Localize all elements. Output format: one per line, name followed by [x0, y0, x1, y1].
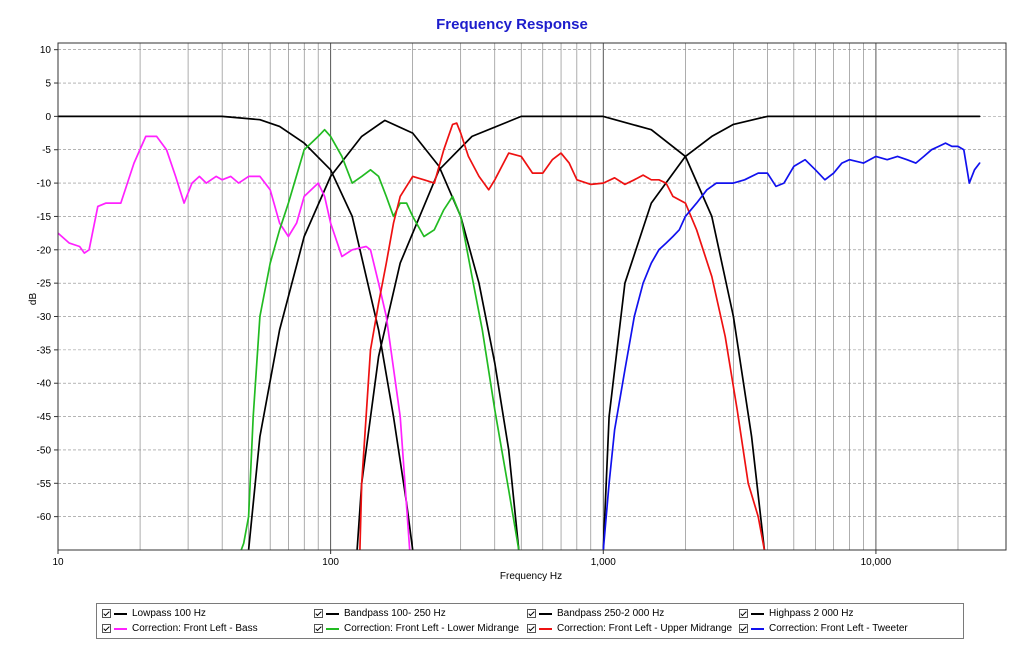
series-line-0: [58, 115, 414, 550]
y-tick-label: -60: [37, 512, 52, 523]
legend-label: Correction: Front Left - Lower Midrange: [344, 623, 520, 634]
y-tick-label: 0: [45, 112, 51, 123]
checkbox-icon[interactable]: [739, 624, 748, 633]
y-tick-label: -25: [37, 279, 52, 290]
legend: Lowpass 100 Hz Bandpass 100- 250 Hz Band…: [96, 603, 964, 639]
y-tick-label: -45: [37, 412, 52, 423]
frequency-response-chart: 10 5 0 -5 -10 -15 -20 -25 -30 -35 -40 -45 -50 -55 -60 1…: [28, 42, 1007, 582]
legend-item-correction-bass[interactable]: Correction: Front Left - Bass: [102, 621, 258, 636]
series-line-3: [602, 115, 981, 550]
y-tick-label: -50: [37, 445, 52, 456]
grid-lines: [57, 43, 1007, 550]
line-swatch: [114, 627, 127, 630]
legend-label: Correction: Front Left - Bass: [132, 623, 258, 634]
series-line-4: [58, 135, 411, 550]
line-swatch: [751, 612, 764, 615]
legend-item-highpass[interactable]: Highpass 2 000 Hz: [739, 606, 854, 621]
legend-label: Highpass 2 000 Hz: [769, 608, 854, 619]
checkbox-icon[interactable]: [102, 624, 111, 633]
y-tick-label: -5: [42, 145, 51, 156]
legend-label: Bandpass 100- 250 Hz: [344, 608, 446, 619]
x-tick-label: 100: [322, 557, 339, 568]
y-axis-label: dB: [28, 293, 39, 306]
series-line-1: [247, 119, 520, 550]
line-swatch: [539, 627, 552, 630]
y-tick-label: -10: [37, 179, 52, 190]
legend-label: Correction: Front Left - Tweeter: [769, 623, 908, 634]
legend-label: Bandpass 250-2 000 Hz: [557, 608, 665, 619]
y-tick-label: -55: [37, 479, 52, 490]
checkbox-icon[interactable]: [102, 609, 111, 618]
checkbox-icon[interactable]: [314, 609, 323, 618]
x-tick-label: 1,000: [591, 557, 616, 568]
legend-item-bandpass-100-250[interactable]: Bandpass 100- 250 Hz: [314, 606, 446, 621]
series-line-7: [602, 142, 981, 550]
checkbox-icon[interactable]: [739, 609, 748, 618]
axes: 10 5 0 -5 -10 -15 -20 -25 -30 -35 -40 -45 -50 -55 -60 1…: [37, 42, 1007, 568]
plot-frame: [57, 42, 1007, 551]
legend-item-correction-lower-midrange[interactable]: Correction: Front Left - Lower Midrange: [314, 621, 519, 636]
legend-item-correction-upper-midrange[interactable]: Correction: Front Left - Upper Midrange: [527, 621, 732, 636]
checkbox-icon[interactable]: [527, 609, 536, 618]
series-line-5: [240, 128, 520, 550]
plot-area: [58, 43, 1006, 550]
x-tick-label: 10: [52, 557, 64, 568]
chart-title: Frequency Response: [436, 16, 588, 33]
legend-item-lowpass[interactable]: Lowpass 100 Hz: [102, 606, 206, 621]
line-swatch: [751, 627, 764, 630]
y-tick-label: -30: [37, 312, 52, 323]
y-tick-label: -35: [37, 345, 52, 356]
y-tick-label: 5: [45, 79, 51, 90]
series-line-6: [359, 122, 766, 550]
y-tick-label: -20: [37, 245, 52, 256]
series-lines: [58, 115, 981, 550]
legend-item-correction-tweeter[interactable]: Correction: Front Left - Tweeter: [739, 621, 908, 636]
checkbox-icon[interactable]: [527, 624, 536, 633]
line-swatch: [539, 612, 552, 615]
y-tick-label: 10: [40, 45, 52, 56]
checkbox-icon[interactable]: [314, 624, 323, 633]
line-swatch: [114, 612, 127, 615]
y-tick-label: -15: [37, 212, 52, 223]
line-swatch: [326, 627, 339, 630]
x-axis-label: Frequency Hz: [500, 571, 562, 582]
legend-label: Lowpass 100 Hz: [132, 608, 206, 619]
x-tick-label: 10,000: [861, 557, 892, 568]
line-swatch: [326, 612, 339, 615]
legend-item-bandpass-250-2000[interactable]: Bandpass 250-2 000 Hz: [527, 606, 664, 621]
legend-label: Correction: Front Left - Upper Midrange: [557, 623, 733, 634]
y-tick-label: -40: [37, 379, 52, 390]
series-line-2: [356, 115, 766, 550]
